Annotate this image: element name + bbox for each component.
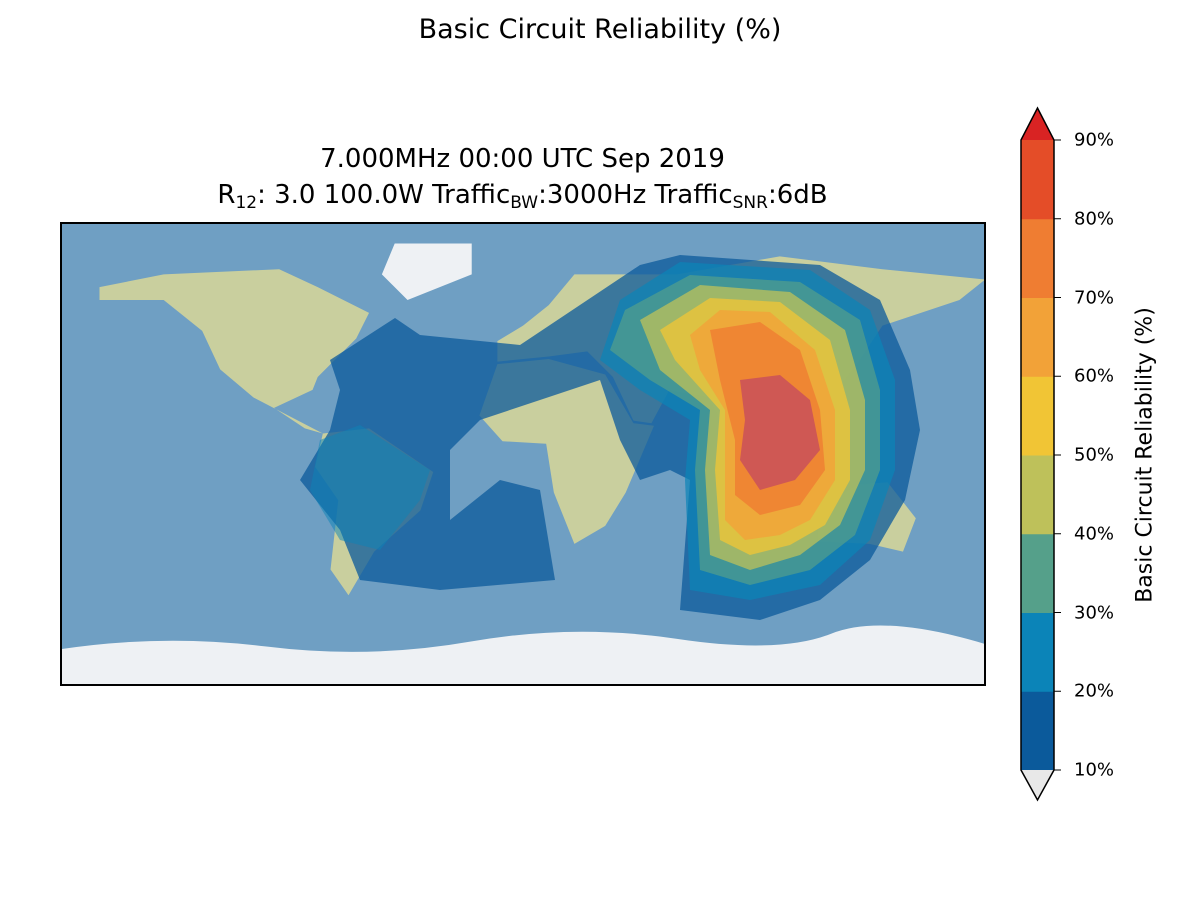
colorbar-segment (1021, 691, 1054, 771)
bw-subscript: BW (510, 193, 539, 213)
r-label: R (217, 180, 236, 210)
r-subscript: 12 (235, 193, 258, 213)
colorbar-tick-label: 20% (1074, 680, 1115, 702)
colorbar-segment (1021, 297, 1054, 377)
map-frame (60, 222, 986, 686)
colorbar (1020, 106, 1061, 802)
snr-value: :6dB (767, 180, 828, 210)
colorbar-segment (1021, 533, 1054, 613)
bandwidth-label: :3000Hz Traffic (538, 180, 733, 210)
colorbar-tick-label: 60% (1074, 365, 1115, 387)
colorbar-tick-label: 50% (1074, 444, 1115, 466)
colorbar-tick-label: 10% (1074, 759, 1115, 781)
power-traffic-label: : 3.0 100.0W Traffic (257, 180, 511, 210)
antarctica (61, 625, 985, 685)
plot-subtitle-line1: 7.000MHz 00:00 UTC Sep 2019 (320, 144, 725, 174)
colorbar-extend-max (1021, 108, 1054, 140)
colorbar-label: Basic Circuit Reliability (%) (1132, 307, 1158, 603)
figure-title: Basic Circuit Reliability (%) (418, 14, 782, 45)
colorbar-segment (1021, 376, 1054, 456)
colorbar-segment (1021, 218, 1054, 298)
map-area (61, 223, 985, 685)
colorbar-tick-label: 30% (1074, 602, 1115, 623)
colorbar-tick-label: 90% (1074, 129, 1115, 151)
plot-subtitle-line2: R12: 3.0 100.0W TrafficBW:3000Hz Traffic… (60, 178, 985, 220)
colorbar-tick-label: 40% (1074, 523, 1115, 545)
colorbar-tick-label: 70% (1074, 287, 1115, 308)
colorbar-segment (1021, 455, 1054, 535)
contour-80-90 (740, 375, 820, 490)
colorbar-segment (1021, 612, 1054, 692)
colorbar-tick-label: 80% (1074, 208, 1115, 230)
greenland (381, 243, 472, 301)
colorbar-extend-min (1021, 770, 1054, 800)
north-america (99, 269, 370, 434)
reliability-contours (300, 255, 920, 620)
snr-subscript: SNR (732, 193, 768, 213)
colorbar-segment (1021, 140, 1054, 220)
contour-20-30-sa (310, 425, 430, 550)
